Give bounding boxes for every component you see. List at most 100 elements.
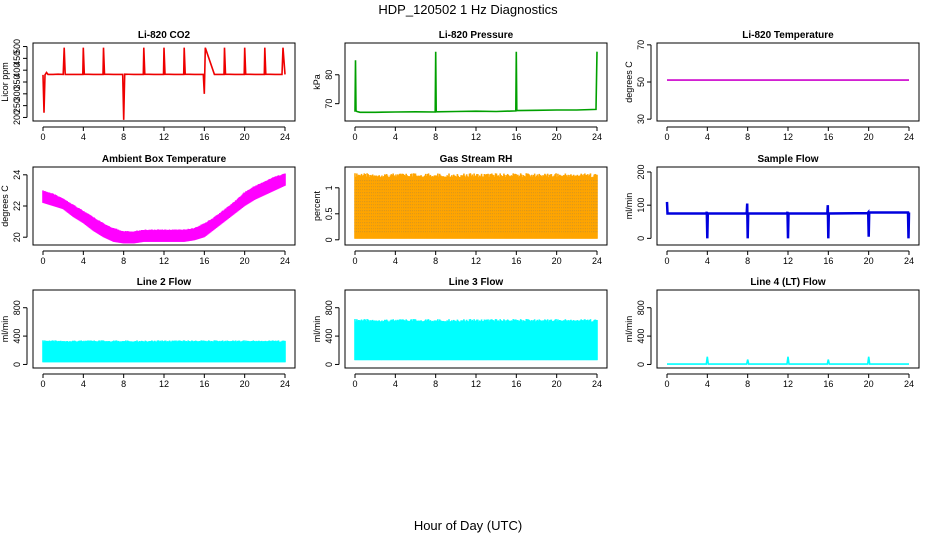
y-tick-label: 800 (324, 300, 334, 315)
y-axis-label: percent (312, 190, 322, 221)
y-tick-label: 0 (324, 362, 334, 367)
y-tick-label: 50 (636, 77, 646, 87)
x-tick-label: 0 (40, 379, 45, 389)
x-tick-label: 24 (280, 132, 290, 142)
x-tick-label: 4 (81, 256, 86, 266)
x-tick-label: 0 (352, 132, 357, 142)
y-axis-label: degrees C (0, 185, 10, 227)
x-tick-label: 4 (393, 256, 398, 266)
panel-title: Line 4 (LT) Flow (750, 277, 826, 288)
plot-frame (32, 166, 296, 246)
plot-frame (344, 289, 608, 369)
x-tick-label: 16 (511, 256, 521, 266)
x-tick-label: 20 (552, 379, 562, 389)
x-tick-label: 8 (121, 132, 126, 142)
y-tick-label: 70 (636, 40, 646, 50)
y-tick-label: 800 (12, 300, 22, 315)
x-tick-label: 0 (40, 132, 45, 142)
x-tick-label: 12 (783, 256, 793, 266)
x-axis-label: Hour of Day (UTC) (413, 518, 523, 533)
y-tick-label: 70 (324, 99, 334, 109)
x-tick-label: 4 (81, 379, 86, 389)
plot-frame (344, 166, 608, 246)
panel-title: Line 2 Flow (137, 277, 192, 288)
y-tick-label: 300 (12, 86, 22, 101)
x-tick-label: 16 (823, 132, 833, 142)
plot-frame (656, 166, 920, 246)
x-tick-label: 8 (745, 256, 750, 266)
data-layer (667, 356, 909, 365)
y-tick-label: 400 (12, 63, 22, 78)
figure-title: HDP_120502 1 Hz Diagnostics (378, 2, 558, 17)
x-tick-label: 24 (592, 256, 602, 266)
x-tick-label: 20 (552, 256, 562, 266)
panel-title: Li-820 CO2 (138, 30, 191, 41)
x-tick-label: 16 (199, 256, 209, 266)
x-tick-label: 20 (864, 379, 874, 389)
data-layer (354, 173, 598, 239)
y-tick-label: 500 (12, 39, 22, 54)
data-layer (42, 47, 286, 120)
x-tick-label: 0 (352, 256, 357, 266)
y-tick-label: 100 (636, 198, 646, 213)
x-tick-label: 16 (199, 379, 209, 389)
y-tick-label: 0 (636, 362, 646, 367)
panel-title: Ambient Box Temperature (102, 154, 227, 165)
y-tick-label: 0.5 (324, 208, 334, 221)
y-axis-label: ml/min (312, 316, 322, 343)
series-line (667, 356, 909, 365)
x-tick-label: 8 (433, 132, 438, 142)
y-tick-label: 1 (324, 185, 334, 190)
y-tick-label: 0 (12, 362, 22, 367)
y-tick-label: 450 (12, 51, 22, 66)
x-tick-label: 24 (904, 379, 914, 389)
y-tick-label: 200 (12, 110, 22, 125)
x-tick-label: 0 (664, 132, 669, 142)
y-tick-label: 250 (12, 98, 22, 113)
panel-title: Li-820 Pressure (439, 30, 514, 41)
x-tick-label: 8 (121, 256, 126, 266)
data-layer (354, 51, 598, 114)
panel-title: Li-820 Temperature (742, 30, 834, 41)
y-axis-label: kPa (312, 74, 322, 90)
panel-title: Line 3 Flow (449, 277, 504, 288)
series-line (42, 47, 286, 120)
x-tick-label: 24 (592, 379, 602, 389)
x-tick-label: 24 (592, 132, 602, 142)
y-axis-label: ml/min (624, 316, 634, 343)
y-tick-label: 800 (636, 300, 646, 315)
panel-title: Gas Stream RH (440, 154, 513, 165)
y-tick-label: 24 (12, 170, 22, 180)
x-tick-label: 0 (40, 256, 45, 266)
panel-2: Li-820 Temperature 0 4 8 12 16 20 24 30 50 70 degre… (624, 30, 920, 142)
plot-frame (656, 289, 920, 369)
y-tick-label: 400 (324, 329, 334, 344)
panel-3: Ambient Box Temperature 0 4 8 12 16 20 24 20 22 24… (0, 154, 296, 266)
x-tick-label: 12 (159, 256, 169, 266)
panel-0: Li-820 CO2 0 4 8 12 16 20 24 2002503003504004505… (0, 30, 296, 142)
x-tick-label: 20 (240, 379, 250, 389)
x-tick-label: 8 (745, 379, 750, 389)
x-tick-label: 4 (705, 256, 710, 266)
x-tick-label: 20 (864, 132, 874, 142)
x-tick-label: 20 (240, 132, 250, 142)
x-tick-label: 20 (864, 256, 874, 266)
x-tick-label: 12 (783, 379, 793, 389)
x-tick-label: 4 (393, 379, 398, 389)
x-tick-label: 4 (81, 132, 86, 142)
x-tick-label: 12 (159, 379, 169, 389)
y-axis-label: Licor ppm (0, 62, 10, 102)
panel-5: Sample Flow 0 4 8 12 16 20 24 0 100 200 ml/min (624, 154, 920, 266)
series-line (354, 51, 598, 114)
x-tick-label: 20 (240, 256, 250, 266)
y-tick-label: 22 (12, 201, 22, 211)
data-layer (42, 340, 286, 363)
y-tick-label: 400 (636, 329, 646, 344)
x-tick-label: 24 (904, 256, 914, 266)
x-tick-label: 0 (664, 379, 669, 389)
